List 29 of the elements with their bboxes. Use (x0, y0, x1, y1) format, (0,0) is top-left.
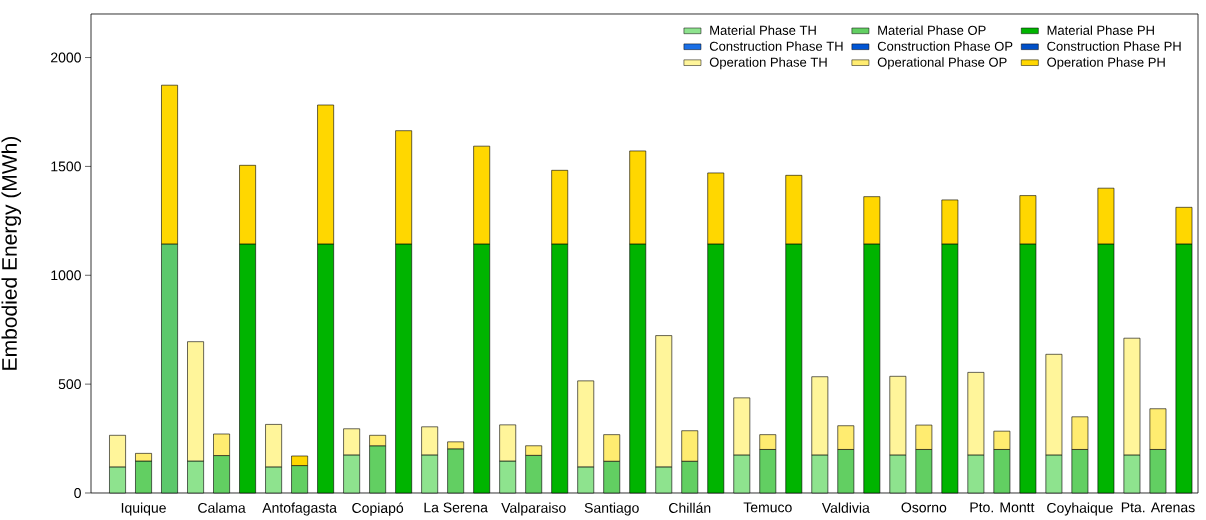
y-tick-label: 1500 (51, 161, 81, 172)
x-tick-label: Coyhaique (1047, 502, 1113, 516)
x-tick-label: Temuco (743, 502, 792, 513)
legend-label: Operation Phase PH (1047, 57, 1165, 70)
x-tick-label: La Serena (424, 502, 488, 513)
x-tick-label: Santiago (584, 502, 639, 516)
y-tick-label: 0 (74, 488, 81, 498)
legend-label: Construction Phase TH (709, 41, 843, 51)
x-tick-label: Calama (198, 502, 246, 513)
x-tick-label: Osorno (901, 502, 947, 513)
y-tick-label: 500 (58, 379, 81, 390)
x-tick-label: Iquique (121, 502, 166, 516)
x-tick-label: Chillán (669, 502, 711, 513)
y-tick-label: 2000 (51, 52, 81, 63)
x-tick-label: Valparaiso (501, 502, 566, 516)
legend-label: Operation Phase TH (709, 57, 827, 70)
legend-label: Material Phase PH (1047, 25, 1154, 35)
legend-label: Operational Phase OP (877, 57, 1007, 70)
legend-label: Material Phase OP (878, 25, 986, 35)
x-tick-label: Pta. Arenas (1121, 502, 1195, 513)
legend-label: Construction Phase OP (877, 41, 1013, 51)
legend-label: Construction Phase PH (1047, 41, 1181, 51)
legend-label: Material Phase TH (710, 25, 816, 35)
x-tick-label: Copiapó (352, 502, 404, 516)
y-axis-title: Embodied Energy (MWh) (1, 136, 22, 370)
x-tick-label: Valdivia (821, 502, 870, 513)
y-tick-label: 1000 (51, 270, 81, 281)
x-tick-label: Antofagasta (262, 502, 337, 516)
x-tick-label: Pto. Montt (970, 502, 1035, 513)
